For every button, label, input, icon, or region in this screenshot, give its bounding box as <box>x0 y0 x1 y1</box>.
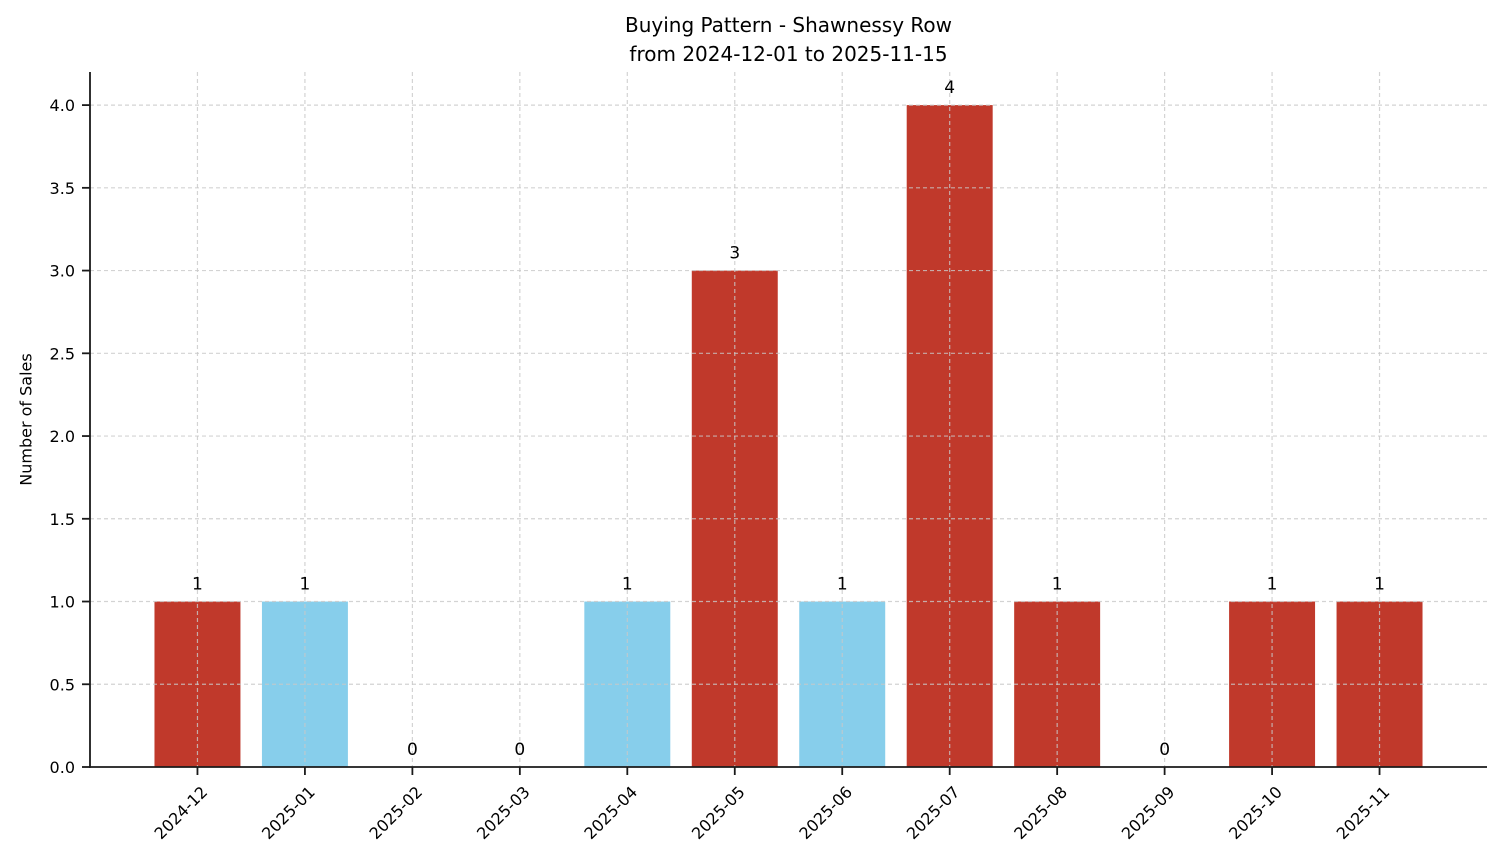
bar-value-label: 0 <box>1159 740 1170 760</box>
y-axis-label: Number of Sales <box>16 353 36 486</box>
bar-value-label: 1 <box>837 575 848 595</box>
x-tick-label: 2025-09 <box>1118 782 1179 843</box>
bar-value-label: 1 <box>1374 575 1385 595</box>
y-tick-label: 4.0 <box>50 96 75 115</box>
chart-title: Buying Pattern - Shawnessy Row from 2024… <box>90 11 1487 68</box>
x-tick-label: 2025-04 <box>580 782 641 843</box>
x-tick-label: 2025-10 <box>1225 782 1286 843</box>
x-tick-label: 2025-08 <box>1010 782 1071 843</box>
x-tick-label: 2025-05 <box>688 782 749 843</box>
bar-value-label: 0 <box>407 740 418 760</box>
y-tick-label: 3.5 <box>50 179 75 198</box>
y-tick-label: 1.0 <box>50 593 75 612</box>
bar-value-label: 1 <box>1052 575 1063 595</box>
x-tick-label: 2024-12 <box>151 782 212 843</box>
x-tick-label: 2025-06 <box>795 782 856 843</box>
x-tick-label: 2025-03 <box>473 782 534 843</box>
bar-value-label: 3 <box>729 244 740 264</box>
y-tick-label: 3.0 <box>50 262 75 281</box>
bar-value-label: 4 <box>944 78 955 98</box>
bar-value-label: 1 <box>300 575 311 595</box>
chart-title-line1: Buying Pattern - Shawnessy Row <box>625 13 952 37</box>
y-tick-label: 2.5 <box>50 344 75 363</box>
bar-value-label: 1 <box>192 575 203 595</box>
y-tick-label: 1.5 <box>50 510 75 529</box>
x-tick-label: 2025-07 <box>903 782 964 843</box>
chart-title-line2: from 2024-12-01 to 2025-11-15 <box>629 41 948 66</box>
y-tick-label: 2.0 <box>50 427 75 446</box>
x-tick-label: 2025-02 <box>366 782 427 843</box>
bar-value-label: 0 <box>514 740 525 760</box>
bar-value-label: 1 <box>1267 575 1278 595</box>
bar-value-label: 1 <box>622 575 633 595</box>
x-tick-label: 2025-01 <box>258 782 319 843</box>
y-tick-label: 0.5 <box>50 675 75 694</box>
y-tick-label: 0.0 <box>50 758 75 777</box>
x-tick-label: 2025-11 <box>1333 782 1394 843</box>
